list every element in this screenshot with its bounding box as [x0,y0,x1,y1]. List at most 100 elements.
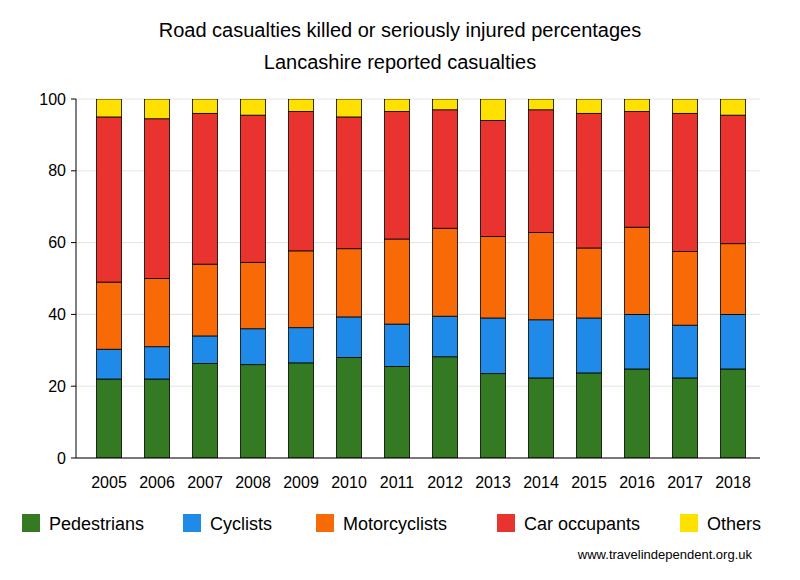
bar-segment [529,110,554,233]
title: Road casualties killed or seriously inju… [159,19,641,41]
bar-segment [193,99,218,113]
bar-segment [145,279,170,347]
bar-segment [97,99,122,117]
legend-label: Others [707,514,761,534]
bar-segment [625,99,650,112]
bar-segment [385,112,410,239]
y-tick [71,314,76,315]
bar-segment [625,314,650,369]
bar-segment [433,99,458,110]
bar-segment [481,121,506,237]
bar-segment [289,251,314,328]
bar-segment [673,378,698,458]
legend-swatch [22,514,40,532]
legend: PedestriansCyclistsMotorcyclistsCar occu… [22,514,761,534]
bar-segment [385,324,410,366]
bar-segment [193,336,218,364]
bar-segment [97,349,122,379]
grid-line [76,458,760,459]
bar-segment [289,363,314,458]
bar-segment [481,374,506,458]
bar-segment [673,252,698,326]
legend-swatch [497,514,515,532]
bar-segment [193,113,218,264]
bar-segment [97,379,122,458]
grid-line [76,99,760,100]
bar-segment [673,99,698,113]
bar-segment [433,110,458,228]
y-tick [71,386,76,387]
x-tick-label: 2008 [235,474,271,491]
bar-segment [241,115,266,262]
bar-segment [145,347,170,379]
legend-label: Motorcyclists [343,514,447,534]
legend-label: Cyclists [210,514,272,534]
legend-swatch [183,514,201,532]
y-tick [71,242,76,243]
legend-swatch [680,514,698,532]
x-tick-label: 2009 [283,474,319,491]
x-tick-label: 2007 [187,474,223,491]
bar-segment [481,236,506,317]
bar-segment [577,248,602,318]
grid-line [76,170,760,171]
bar-segment [529,320,554,378]
bar-segment [721,99,746,115]
annotation: www.travelindependent.org.uk [577,547,753,562]
y-axis [76,99,77,458]
legend-swatch [316,514,334,532]
bar-segment [673,113,698,251]
x-tick-label: 2014 [523,474,559,491]
bar-segment [433,228,458,316]
bar-segment [337,317,362,358]
bar-segment [241,99,266,115]
x-tick-label: 2010 [331,474,367,491]
bar-segment [289,99,314,112]
bar-segment [625,369,650,458]
bar-segment [385,99,410,112]
bar-segment [289,328,314,363]
bar-segment [337,357,362,458]
bar-segment [625,227,650,314]
bar-segment [481,318,506,374]
y-tick [71,170,76,171]
bar-segment [193,264,218,336]
y-tick-label: 60 [48,234,66,251]
bar-segment [145,99,170,119]
chart: Road casualties killed or seriously inju… [0,0,800,580]
bar-segment [481,99,506,121]
bar-segment [337,249,362,317]
legend-label: Pedestrians [49,514,144,534]
bar-segment [97,282,122,349]
x-tick-label: 2005 [91,474,127,491]
grid-line [76,314,760,315]
x-axis [76,458,760,459]
bar-segment [673,325,698,378]
x-tick-label: 2006 [139,474,175,491]
grid-line [76,386,760,387]
bar-segment [145,379,170,458]
y-tick-label: 40 [48,306,66,323]
bar-segment [577,99,602,113]
bar-segment [385,239,410,324]
bar-segment [721,244,746,315]
subtitle: Lancashire reported casualties [264,51,536,73]
y-tick-label: 0 [57,450,66,467]
x-tick-label: 2018 [715,474,751,491]
bar-segment [241,262,266,328]
y-tick [71,458,76,459]
grid-line [76,242,760,243]
bar-segment [529,378,554,458]
x-tick-label: 2016 [619,474,655,491]
x-tick-label: 2013 [475,474,511,491]
y-tick-label: 20 [48,378,66,395]
y-tick [71,99,76,100]
bar-segment [721,314,746,369]
bar-segment [385,366,410,458]
bar-segment [289,112,314,251]
bar-segment [433,357,458,458]
y-tick-label: 80 [48,162,66,179]
y-tick-label: 100 [39,91,66,108]
x-tick-label: 2015 [571,474,607,491]
grid [76,99,760,458]
